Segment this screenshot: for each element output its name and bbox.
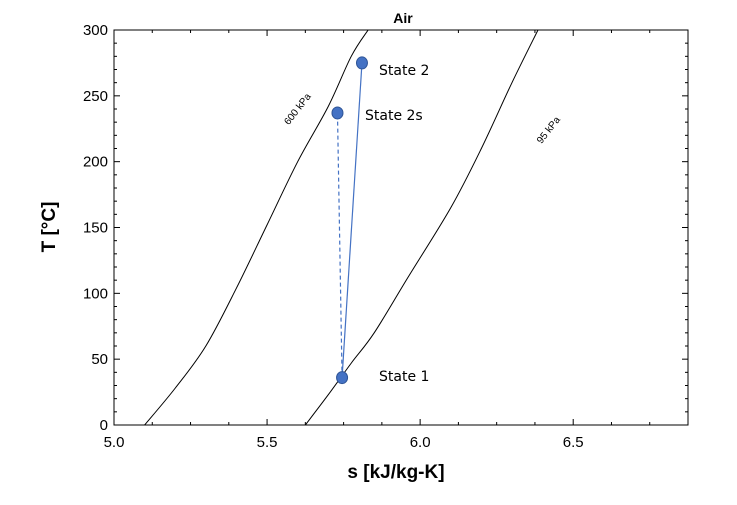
y-tick-label: 100 <box>83 285 108 302</box>
isobar-curve-0 <box>144 29 369 426</box>
state-1-label: State 1 <box>379 369 429 385</box>
state-marker-2 <box>355 56 368 70</box>
y-tick-label: 150 <box>83 220 108 237</box>
plot-frame <box>113 29 689 426</box>
y-tick-label: 300 <box>83 22 108 39</box>
x-tick-label: 6.5 <box>563 434 584 451</box>
isentropic-process-line <box>336 112 343 378</box>
y-tick-label: 0 <box>100 417 108 434</box>
y-tick-label: 250 <box>83 88 108 105</box>
process-lines <box>336 62 363 378</box>
x-tick-label: 6.0 <box>410 434 431 451</box>
isobar-curves <box>144 29 539 426</box>
state-marker-1 <box>331 106 344 120</box>
state-2-label: State 2 <box>379 63 429 79</box>
actual-process-line <box>341 62 363 378</box>
isobar-label-600-kpa: 600 kPa <box>282 91 314 127</box>
state-markers <box>331 56 368 385</box>
state-2s-label: State 2s <box>365 108 423 124</box>
isobar-curve-1 <box>304 29 539 426</box>
chart-title: Air <box>393 10 413 26</box>
x-tick-label: 5.5 <box>257 434 278 451</box>
y-tick-label: 200 <box>83 154 108 171</box>
y-tick-label: 50 <box>91 351 108 368</box>
chart-labels: Air s [kJ/kg-K] T [°C] 600 kPa 95 kPa St… <box>39 10 563 483</box>
isobar-label-95-kpa: 95 kPa <box>535 114 563 146</box>
plot-area-border <box>113 29 689 426</box>
x-axis-title: s [kJ/kg-K] <box>347 462 444 483</box>
axis-ticks: 0 50 100 150 200 250 300 5.0 5.5 6.0 6.5 <box>83 22 689 451</box>
state-marker-0 <box>336 371 349 385</box>
y-axis-title: T [°C] <box>39 202 60 253</box>
x-tick-label: 5.0 <box>104 434 125 451</box>
